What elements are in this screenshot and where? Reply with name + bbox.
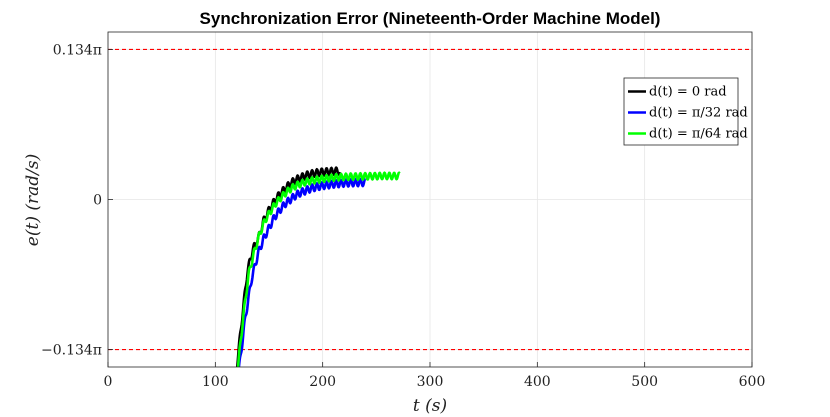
x-axis-label: t (s) [413, 396, 447, 416]
legend: d(t) = 0 rad d(t) = π/32 rad d(t) = π/64 r… [623, 77, 748, 146]
series-line-1 [237, 177, 367, 367]
legend-label: d(t) = 0 rad [649, 85, 727, 100]
x-tick-label: 400 [524, 374, 551, 390]
y-tick-label: −0.134π [41, 343, 102, 359]
series-line-2 [236, 171, 401, 367]
y-tick-label: 0.134π [53, 42, 102, 58]
x-tick-label: 0 [104, 374, 113, 390]
y-axis-ticks: 0.134π 0 −0.134π [41, 42, 113, 359]
x-tick-label: 200 [309, 374, 336, 390]
reference-lines [108, 48, 752, 351]
x-tick-label: 500 [631, 374, 658, 390]
x-tick-label: 300 [417, 374, 444, 390]
y-tick-label: 0 [93, 193, 102, 209]
series-line-0 [235, 166, 341, 367]
legend-label: d(t) = π/32 rad [649, 106, 748, 121]
x-tick-label: 600 [739, 374, 766, 390]
legend-label: d(t) = π/64 rad [649, 127, 748, 142]
x-axis-ticks: 0 100 200 300 400 500 600 [104, 362, 766, 390]
y-axis-label: e(t) (rad/s) [23, 154, 43, 246]
series-group [235, 166, 401, 367]
x-tick-label: 100 [202, 374, 229, 390]
chart-title: Synchronization Error (Nineteenth-Order … [200, 9, 661, 28]
